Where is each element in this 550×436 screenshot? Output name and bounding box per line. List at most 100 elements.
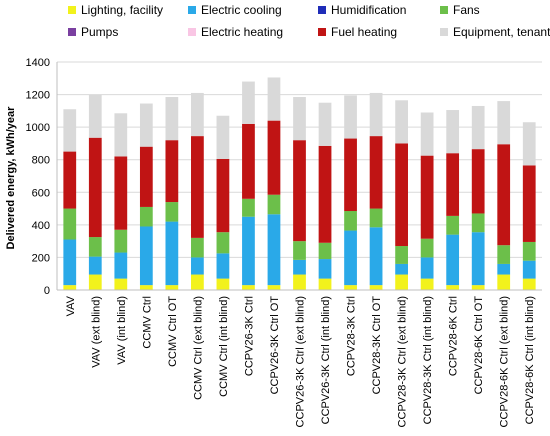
bar-segment-electric-cooling (318, 259, 332, 279)
bar-segment-electric-cooling (139, 226, 153, 286)
bar-stack-vav-int-blind (114, 113, 128, 290)
bar-segment-equipment-tenant (522, 122, 536, 166)
bar-segment-lighting-facility (114, 278, 128, 290)
bar-segment-fans (344, 211, 357, 231)
bar-segment-equipment-tenant (267, 77, 281, 121)
bar-stack-vav-ext-blind (88, 94, 102, 290)
bar-segment-lighting-facility (446, 285, 460, 290)
bar-segment-electric-cooling (522, 260, 536, 279)
legend-item-fans: Fans (440, 3, 480, 17)
x-category-label: CCPV28-3K Ctrl (346, 296, 358, 376)
legend-label: Fans (453, 3, 480, 17)
bar-segment-fuel-heating (242, 123, 255, 199)
bar-segment-fuel-heating (395, 143, 408, 247)
y-tick-label: 1200 (26, 90, 50, 102)
y-tick-label: 400 (32, 220, 50, 232)
legend-item-equipment-tenant: Equipment, tenant (440, 25, 550, 39)
legend-swatch-equipment-tenant (440, 28, 448, 36)
legend-label: Electric heating (201, 25, 283, 39)
bar-segment-fuel-heating (522, 165, 536, 242)
bar-segment-fuel-heating (344, 138, 357, 212)
bar-segment-fans (242, 198, 255, 217)
legend: Lighting, facility Electric cooling Humidi… (68, 3, 550, 39)
bars (63, 77, 536, 290)
legend-label: Lighting, facility (81, 3, 163, 17)
bar-stack-ccpv28-6k-ctrl-ext-blind (497, 101, 511, 290)
bar-segment-fuel-heating (293, 140, 306, 242)
legend-item-fuel-heating: Fuel heating (318, 25, 397, 39)
bar-segment-fans (420, 238, 434, 258)
bar-stack-ccpv28-6k-ctrl-int-blind (522, 122, 536, 290)
bar-segment-lighting-facility (369, 285, 383, 290)
bar-segment-electric-cooling (369, 227, 383, 286)
bar-segment-fuel-heating (114, 156, 128, 230)
bar-stack-ccpv28-3k-ctrl (344, 95, 357, 290)
bar-segment-fans (216, 232, 230, 254)
bar-segment-lighting-facility (63, 285, 77, 290)
x-category-label: CCMV Ctrl (ext blind) (192, 296, 204, 400)
bar-segment-fans (471, 213, 485, 233)
bar-segment-electric-cooling (420, 257, 434, 279)
bar-stack-ccpv28-3k-ctrl-ext-blind (395, 100, 408, 290)
bar-segment-fuel-heating (318, 145, 332, 243)
bar-segment-equipment-tenant (242, 81, 255, 124)
bar-segment-equipment-tenant (114, 113, 128, 157)
bar-segment-electric-cooling (114, 252, 128, 279)
bar-segment-electric-cooling (446, 234, 460, 286)
bar-segment-fuel-heating (216, 158, 230, 233)
bar-stack-ccmv-ctrl-int-blind (216, 115, 230, 290)
x-category-label: CCPV26-3K Ctrl OT (269, 296, 281, 395)
legend-label: Electric cooling (201, 3, 282, 17)
bar-segment-lighting-facility (497, 274, 511, 290)
bar-segment-fuel-heating (369, 136, 383, 209)
bar-segment-fans (446, 215, 460, 235)
bar-segment-equipment-tenant (497, 101, 511, 145)
x-category-label: VAV (ext blind) (90, 296, 102, 368)
x-category-label: CCPV28-3K Ctrl OT (371, 296, 383, 395)
x-category-label: CCMV Ctrl OT (167, 296, 179, 367)
bar-stack-ccpv28-3k-ctrl-int-blind (420, 112, 434, 290)
legend-label: Equipment, tenant (453, 25, 550, 39)
bar-segment-electric-cooling (88, 256, 102, 275)
bar-segment-electric-cooling (165, 221, 179, 286)
x-category-label: CCPV28-3K Ctrl (int blind) (422, 296, 434, 424)
legend-label: Pumps (81, 25, 118, 39)
bar-segment-electric-cooling (242, 216, 255, 286)
bar-segment-fuel-heating (139, 146, 153, 207)
bar-segment-equipment-tenant (446, 110, 460, 154)
bar-segment-electric-cooling (293, 259, 306, 275)
y-tick-labels: 0 200 400 600 800 1000 1200 1400 (26, 57, 50, 297)
bar-segment-equipment-tenant (420, 112, 434, 156)
bar-segment-lighting-facility (318, 278, 332, 290)
bar-segment-fans (114, 229, 128, 253)
bar-segment-lighting-facility (165, 285, 179, 290)
x-category-label: CCPV28-6K Ctrl OT (473, 296, 485, 395)
bar-segment-fans (165, 202, 179, 222)
bar-stack-ccpv26-3k-ctrl-ot (267, 77, 281, 290)
bar-segment-electric-cooling (344, 230, 357, 286)
bar-segment-lighting-facility (522, 278, 536, 290)
bar-segment-lighting-facility (293, 274, 306, 290)
bar-segment-equipment-tenant (139, 103, 153, 147)
x-category-label: CCPV28-6K Ctrl (int blind) (524, 296, 536, 424)
y-axis-label: Delivered energy, kWh/year (5, 106, 17, 250)
bar-segment-electric-cooling (471, 232, 485, 286)
x-category-label: CCPV28-6K Ctrl (448, 296, 460, 376)
y-tick-label: 0 (44, 285, 50, 297)
bar-segment-fuel-heating (446, 153, 460, 216)
legend-swatch-lighting-facility (68, 6, 76, 14)
legend-item-pumps: Pumps (68, 25, 118, 39)
bar-segment-fans (395, 246, 408, 264)
x-category-label: CCPV28-6K Ctrl (ext blind) (499, 296, 511, 427)
bar-stack-ccmv-ctrl-ot (165, 97, 179, 290)
legend-swatch-electric-heating (188, 28, 196, 36)
y-tick-label: 1000 (26, 122, 50, 134)
bar-segment-lighting-facility (344, 285, 357, 290)
legend-swatch-humidification (318, 6, 326, 14)
legend-label: Fuel heating (331, 25, 397, 39)
bar-segment-equipment-tenant (318, 102, 332, 146)
x-category-labels: VAV VAV (ext blind) VAV (int blind) CCMV Ct… (65, 295, 536, 427)
legend-item-electric-cooling: Electric cooling (188, 3, 282, 17)
bar-segment-electric-cooling (63, 239, 77, 286)
